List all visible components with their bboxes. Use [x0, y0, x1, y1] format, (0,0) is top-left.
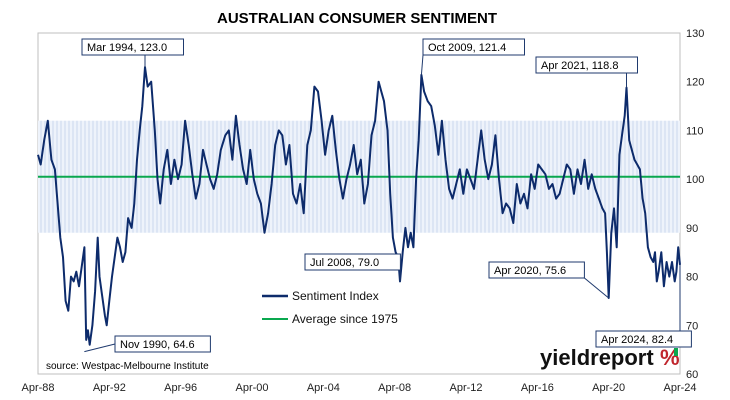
annotation-label: Oct 2009, 121.4: [428, 42, 506, 54]
y-tick-label: 130: [686, 28, 704, 40]
annotation-leader: [420, 54, 424, 75]
x-tick-label: Apr-92: [93, 382, 126, 394]
annotations: Mar 1994, 123.0 Oct 2009, 121.4 Apr 2021, …: [81, 38, 692, 353]
legend: Sentiment Index Average since 1975: [262, 289, 398, 326]
legend-label-sentiment-index: Sentiment Index: [292, 289, 379, 303]
annotation-label: Apr 2021, 118.8: [541, 60, 618, 72]
annotation-box: [535, 56, 638, 74]
x-axis: Apr-88 Apr-92 Apr-96 Apr-00 Apr-04 Apr-08 Apr-…: [21, 382, 696, 394]
source-note: source: Westpac-Melbourne Institute: [46, 361, 209, 372]
x-tick-label: Apr-96: [164, 382, 197, 394]
y-tick-label: 70: [686, 320, 698, 332]
x-tick-label: Apr-24: [663, 382, 696, 394]
brand-logo: yieldreport %: [540, 345, 680, 370]
y-tick-label: 120: [686, 77, 704, 89]
annotation-box: [114, 335, 211, 353]
annotation-label: Mar 1994, 123.0: [87, 42, 167, 54]
legend-label-average: Average since 1975: [292, 312, 398, 326]
y-tick-label: 60: [686, 369, 698, 381]
x-tick-label: Apr-08: [378, 382, 411, 394]
annotation-box: [595, 330, 692, 348]
annotation: Apr 2024, 82.4: [595, 264, 692, 348]
x-tick-label: Apr-88: [21, 382, 54, 394]
annotation: Oct 2009, 121.4: [420, 38, 525, 75]
brand-accent-bar: [674, 348, 678, 356]
x-tick-label: Apr-00: [235, 382, 268, 394]
y-axis: 60 70 80 90 100 110 120 130: [686, 28, 704, 381]
annotation: Mar 1994, 123.0: [81, 38, 184, 68]
annotation: Jul 2008, 79.0: [304, 253, 401, 282]
y-tick-label: 100: [686, 174, 704, 186]
y-tick-label: 80: [686, 272, 698, 284]
x-tick-label: Apr-16: [521, 382, 554, 394]
annotation: Apr 2021, 118.8: [535, 56, 638, 88]
chart-title: AUSTRALIAN CONSUMER SENTIMENT: [217, 10, 497, 27]
annotation-leader: [84, 343, 116, 353]
annotation-label: Nov 1990, 64.6: [120, 339, 195, 351]
annotation-label: Jul 2008, 79.0: [310, 257, 379, 269]
x-tick-label: Apr-12: [449, 382, 482, 394]
annotation-label: Apr 2024, 82.4: [601, 334, 673, 346]
x-tick-label: Apr-04: [307, 382, 340, 394]
sentiment-index-line: [37, 66, 681, 346]
annotation-label: Apr 2020, 75.6: [494, 265, 566, 277]
annotation: Nov 1990, 64.6: [84, 335, 211, 353]
y-tick-label: 90: [686, 223, 698, 235]
x-tick-label: Apr-20: [592, 382, 625, 394]
brand-wordmark: yieldreport: [540, 345, 654, 370]
y-tick-label: 110: [686, 125, 704, 137]
annotation-box: [304, 253, 401, 271]
annotation-box: [422, 38, 525, 56]
annotation: Apr 2020, 75.6: [488, 261, 609, 299]
annotation-box: [488, 261, 585, 279]
annotation-leader: [584, 277, 609, 299]
annotation-box: [81, 38, 184, 56]
